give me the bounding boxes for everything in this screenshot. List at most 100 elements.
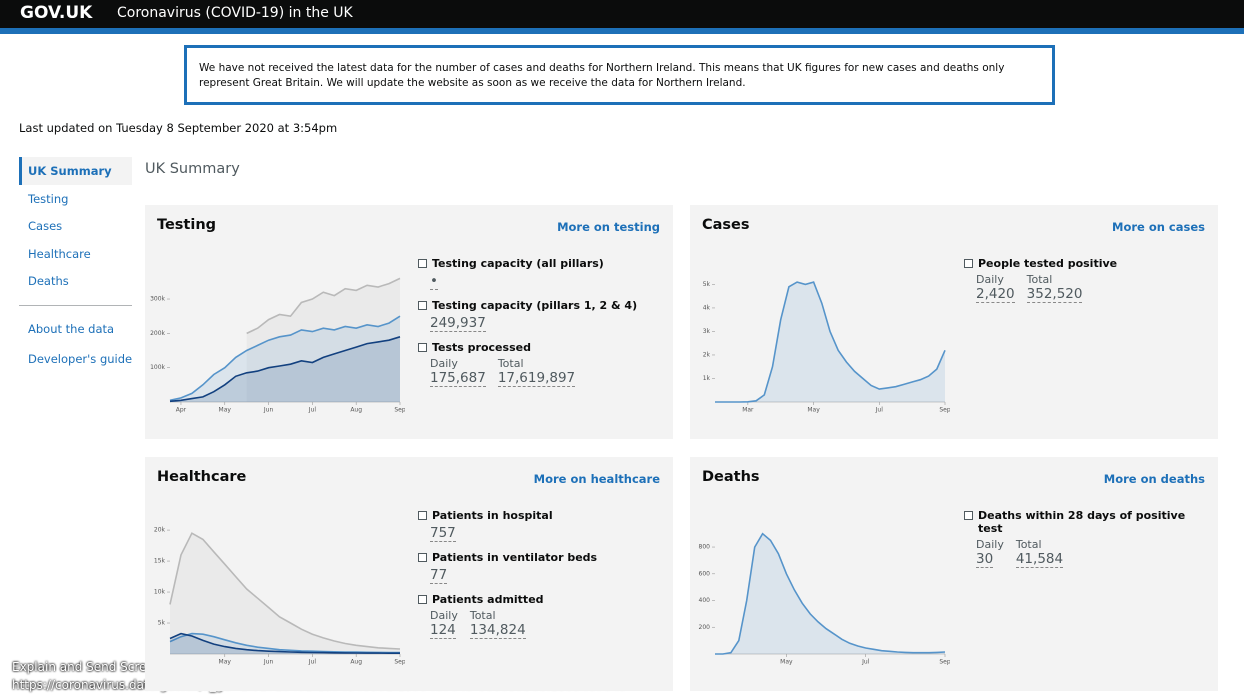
figure: Total 17,619,897 (497, 357, 576, 387)
metric-name: People tested positive (964, 257, 1204, 270)
x-tick-label: Jul (861, 659, 870, 666)
area (715, 533, 945, 654)
y-tick-label: 15k (154, 558, 166, 565)
y-tick-label: 10k (154, 589, 166, 596)
card-link[interactable]: More on healthcare (533, 472, 660, 486)
figure-label: Total (1015, 538, 1042, 551)
last-updated: Last updated on Tuesday 8 September 2020… (19, 121, 338, 135)
metric-name: Testing capacity (all pillars) (418, 257, 658, 270)
figure-value: 2,420 (976, 286, 1015, 303)
chart: 100k 200k 300k Apr May Jun Jul Aug Sep (150, 277, 405, 414)
header-strip (0, 28, 1244, 34)
x-tick-label: Sep (394, 407, 405, 414)
metric-name: Patients in hospital (418, 509, 658, 522)
metric: Patients admitted Daily 124 Total 134,824 (418, 593, 658, 639)
card: Cases More on cases 1k 2k 3k 4k 5k Mar May Jul Sep… (690, 205, 1218, 439)
figure: 757 (430, 525, 456, 542)
x-tick-label: Jun (263, 659, 274, 666)
y-tick-label: 4k (703, 304, 711, 311)
x-tick-label: Sep (939, 407, 950, 414)
card-link[interactable]: More on cases (1112, 220, 1205, 234)
nav-link[interactable]: Developer's guide (28, 352, 133, 366)
y-tick-label: 200 (699, 624, 711, 631)
figure: Daily 30 (976, 538, 1004, 568)
y-tick-label: 600 (699, 570, 711, 577)
chart: 1k 2k 3k 4k 5k Mar May Jul Sep (703, 281, 950, 414)
y-tick-label: 300k (150, 296, 165, 303)
metric: Patients in ventilator beds 77 (418, 551, 658, 584)
y-tick-label: 2k (703, 351, 711, 358)
banner: We have not received the latest data for… (184, 45, 1055, 105)
x-tick-label: Jun (263, 407, 274, 414)
figure-label: Total (469, 609, 496, 622)
y-tick-label: 20k (154, 527, 166, 534)
figure-label: Total (1026, 273, 1053, 286)
figure: 77 (430, 567, 448, 584)
y-tick-label: 1k (703, 375, 711, 382)
y-tick-label: 200k (150, 330, 165, 337)
figure-value: 134,824 (469, 622, 526, 639)
area (170, 336, 400, 402)
figure-value: • (430, 273, 438, 290)
figure: Daily 2,420 (976, 273, 1015, 303)
card-title: Cases (702, 217, 750, 233)
figure-value: 352,520 (1026, 286, 1083, 303)
nav-divider (19, 305, 132, 306)
metric-figures: Daily 175,687 Total 17,619,897 (418, 357, 658, 387)
x-tick-label: Jul (875, 407, 884, 414)
line (169, 532, 401, 650)
metric-name: Deaths within 28 days of positive test (964, 509, 1204, 535)
card: Deaths More on deaths 200 400 600 800 May Jul Se… (690, 457, 1218, 691)
x-tick-label: Aug (350, 407, 362, 414)
area (246, 278, 400, 402)
x-tick-label: May (780, 659, 793, 666)
y-tick-label: 5k (158, 620, 166, 627)
card-link[interactable]: More on deaths (1103, 472, 1205, 486)
x-tick-label: Jul (308, 659, 317, 666)
metric-figures: Daily 30 Total 41,584 (964, 538, 1204, 568)
metric-figures: • (418, 273, 658, 290)
area (715, 282, 945, 402)
chart: 200 400 600 800 May Jul Sep (699, 532, 950, 666)
card-link[interactable]: More on testing (557, 220, 660, 234)
figure-value: 77 (430, 567, 448, 584)
metric: Patients in hospital 757 (418, 509, 658, 542)
metric-figures: 249,937 (418, 315, 658, 332)
x-tick-label: Mar (742, 407, 754, 414)
nav-link[interactable]: UK Summary (28, 164, 112, 178)
metric-figures: 77 (418, 567, 658, 584)
line (169, 632, 400, 654)
metric: Testing capacity (all pillars) • (418, 257, 658, 290)
metric: People tested positive Daily 2,420 Total 352… (964, 257, 1204, 303)
metric-name: Patients admitted (418, 593, 658, 606)
nav-link[interactable]: Testing (28, 192, 69, 206)
x-tick-label: Sep (939, 659, 950, 666)
figure: Daily 175,687 (430, 357, 486, 387)
nav-link[interactable]: Healthcare (28, 247, 91, 261)
y-tick-label: 5k (703, 281, 711, 288)
figure-value: 249,937 (430, 315, 486, 332)
header: GOV.UK Coronavirus (COVID-19) in the UK (0, 0, 1244, 28)
logo[interactable]: GOV.UK (20, 3, 93, 23)
card: Healthcare More on healthcare 5k 10k 15k 20k M… (145, 457, 673, 691)
line (169, 336, 401, 403)
metrics: People tested positive Daily 2,420 Total 352… (964, 257, 1204, 312)
site-title[interactable]: Coronavirus (COVID-19) in the UK (117, 5, 353, 21)
nav-link[interactable]: Cases (28, 219, 63, 233)
card: Testing More on testing 100k 200k 300k Apr May… (145, 205, 673, 439)
figure-label: Daily (976, 273, 1004, 286)
line (715, 532, 946, 655)
figure-value: 30 (976, 551, 994, 568)
metrics: Patients in hospital 757 Patients in venti… (418, 509, 658, 648)
figure: Daily 124 (430, 609, 458, 639)
figure-label: Total (497, 357, 524, 370)
metric-name: Testing capacity (pillars 1, 2 & 4) (418, 299, 658, 312)
metric-name: Patients in ventilator beds (418, 551, 658, 564)
x-tick-label: Aug (350, 659, 362, 666)
card-title: Deaths (702, 469, 760, 485)
figure-label: Daily (430, 609, 458, 622)
nav-link[interactable]: About the data (28, 322, 115, 336)
nav-link[interactable]: Deaths (28, 274, 69, 288)
area (170, 533, 400, 654)
metric-name: Tests processed (418, 341, 658, 354)
